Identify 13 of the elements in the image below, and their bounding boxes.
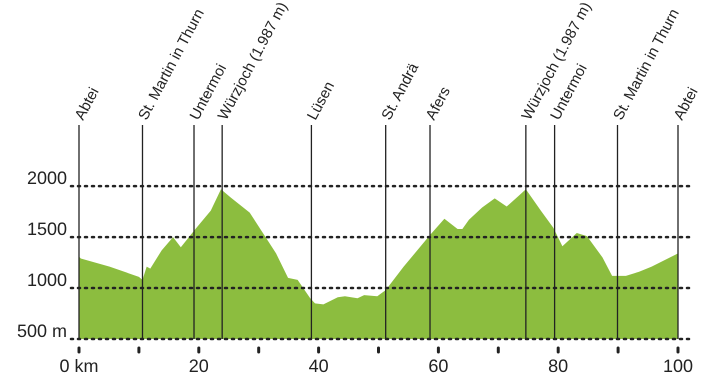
x-tick-label: 40 (308, 356, 329, 376)
ref-line-label: Abtei (670, 84, 702, 123)
x-tick-label: 0 km (59, 356, 99, 376)
y-tick-label: 1500 (26, 219, 67, 240)
y-tick-label: 2000 (26, 168, 67, 188)
x-tick-label: 60 (428, 356, 448, 376)
x-tick-label: 100 (662, 356, 694, 376)
x-tick-label: 80 (548, 356, 568, 376)
ref-line-label: Afers (422, 84, 454, 123)
y-tick-label: 1000 (26, 270, 67, 290)
ref-line-label: Abtei (72, 84, 103, 123)
x-tick-label: 20 (188, 356, 209, 376)
y-tick-label: 500 m (16, 321, 67, 341)
